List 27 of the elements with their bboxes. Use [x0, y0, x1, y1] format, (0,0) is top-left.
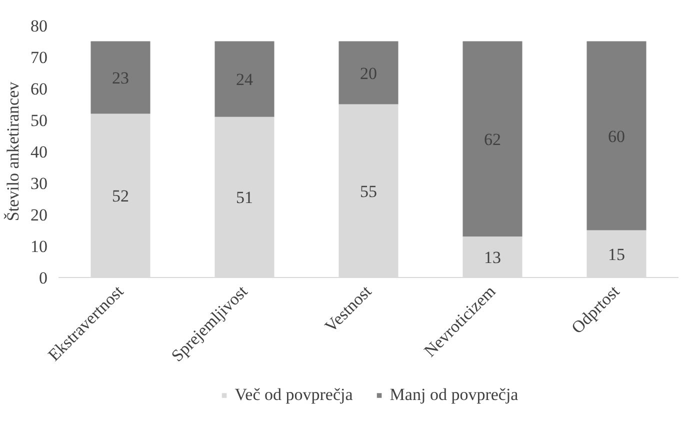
y-tick-label: 30 [30, 174, 48, 193]
y-tick-label: 60 [30, 80, 48, 98]
legend-label: Več od povprečja [234, 385, 353, 405]
bar [214, 41, 274, 117]
data-label: 51 [236, 188, 253, 208]
y-tick-label: 10 [30, 237, 48, 256]
data-label: 52 [112, 186, 129, 206]
y-tick-label: 70 [30, 48, 48, 67]
bar [462, 41, 522, 237]
y-tick-label: 0 [39, 268, 48, 288]
data-label: 20 [360, 64, 377, 83]
data-label: 15 [608, 244, 625, 264]
data-label: 13 [484, 248, 501, 268]
bar [586, 41, 646, 230]
data-label: 60 [608, 126, 625, 146]
data-label: 55 [360, 182, 377, 201]
y-axis-title: Število anketirancev [4, 81, 22, 222]
y-tick-label: 80 [30, 16, 48, 36]
bar [338, 41, 398, 104]
legend-label: Manj od povprečja [390, 385, 518, 405]
data-label: 24 [236, 70, 254, 90]
y-tick-label: 50 [30, 111, 48, 130]
y-tick-label: 40 [30, 142, 48, 162]
data-label: 62 [484, 130, 501, 149]
data-label: 23 [112, 68, 129, 88]
y-tick-label: 20 [30, 206, 48, 224]
bar [90, 41, 150, 114]
